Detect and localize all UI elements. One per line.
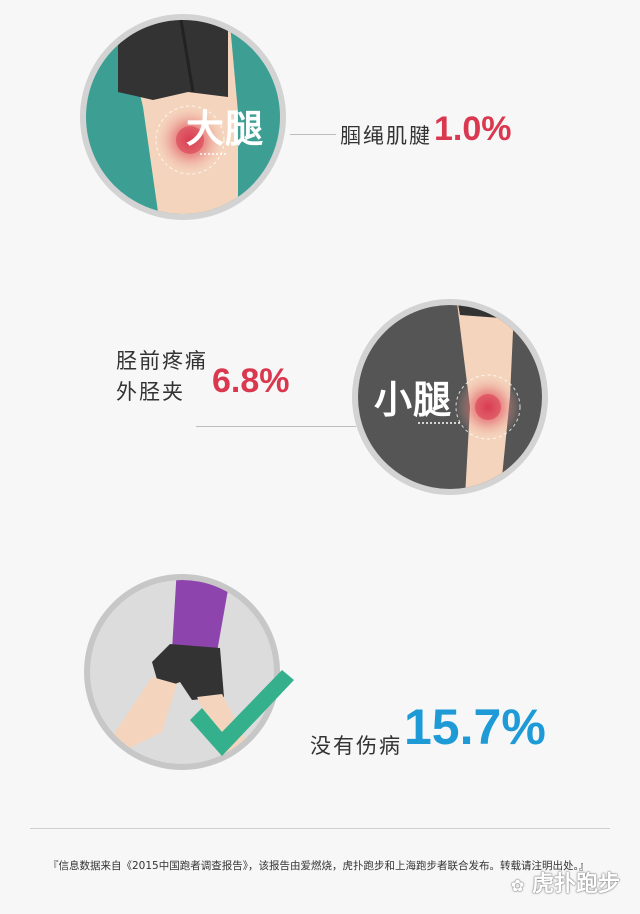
calf-connector [196,426,356,427]
source-note: 『信息数据来自《2015中国跑者调查报告》，该报告由爱燃烧，虎扑跑步和上海跑步者… [48,860,590,872]
shin-pain-label-line2: 外胫夹 [116,380,185,404]
thigh-badge: 大腿 [78,12,288,222]
calf-illustration [352,299,548,495]
watermark: ✿ 虎扑跑步 [511,866,620,898]
watermark-text: 虎扑跑步 [531,872,620,897]
checkmark-icon [190,670,294,756]
no-injury-label: 没有伤病 [310,734,402,758]
shin-pain-percentage: 6.8% [212,362,290,400]
hamstring-percentage: 1.0% [434,110,512,148]
wechat-icon: ✿ [510,876,525,895]
thigh-label: 大腿 [186,107,265,151]
runner-illustration [84,574,294,770]
thigh-connector [290,134,336,135]
footer-divider [30,828,610,829]
thigh-illustration [80,14,286,220]
no-injury-badge [82,572,294,782]
no-injury-percentage: 15.7% [404,699,546,755]
hamstring-label: 腘绳肌腱 [340,124,432,148]
calf-label: 小腿 [374,378,453,422]
calf-badge: 小腿 [350,297,550,497]
shin-pain-label-line1: 胫前疼痛 [116,349,208,373]
